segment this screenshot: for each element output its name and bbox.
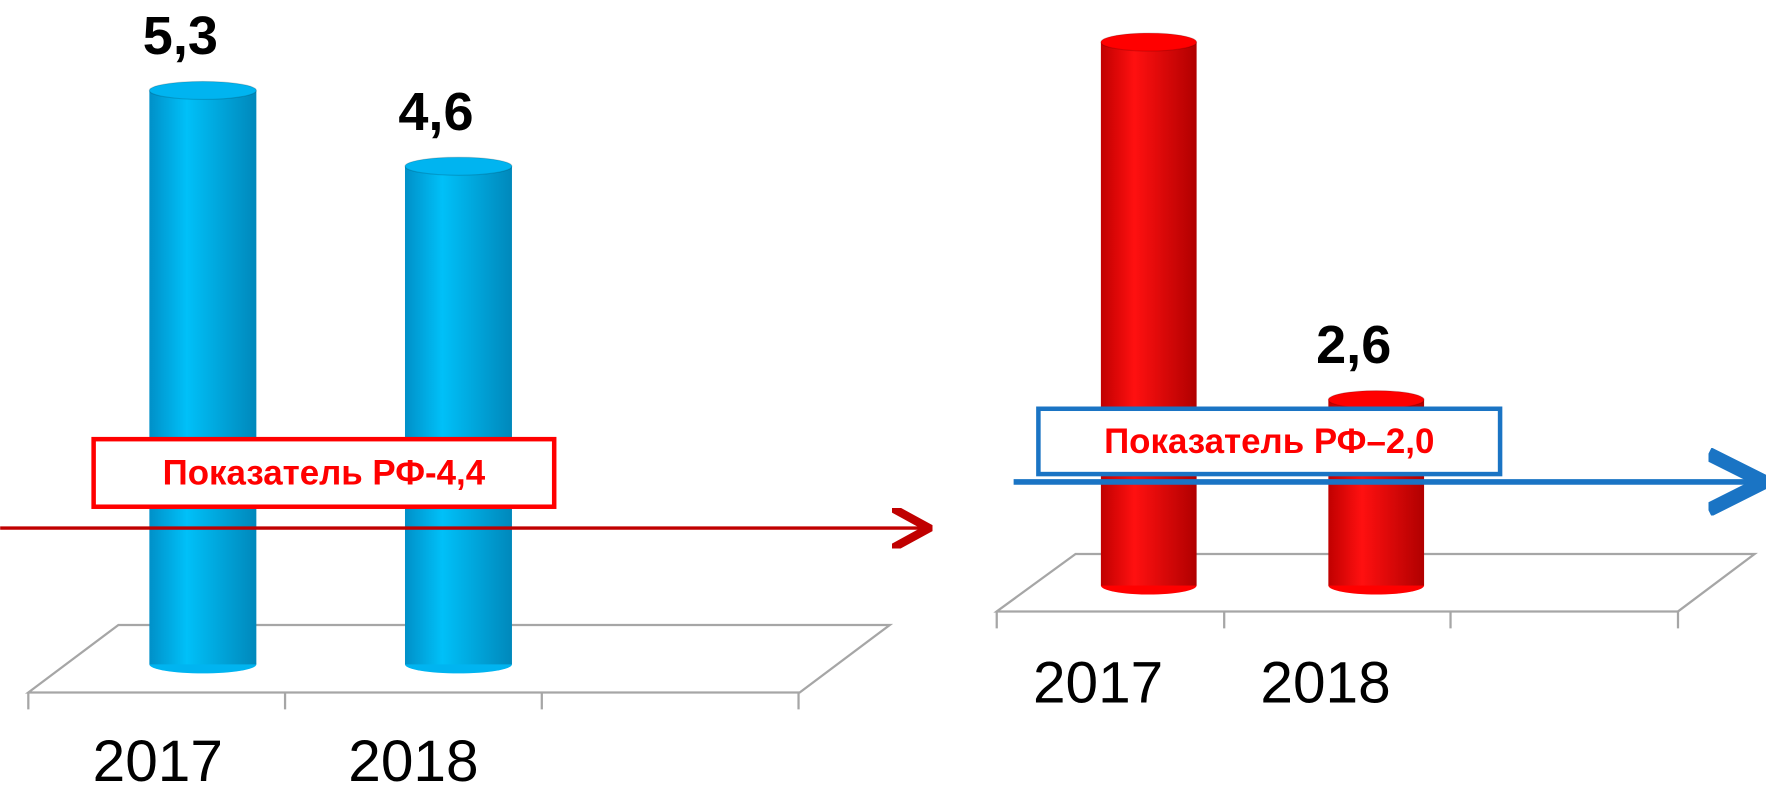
value-label: 2,6	[1316, 315, 1391, 375]
x-tick-label: 2018	[1260, 650, 1390, 715]
bar-cap	[1327, 390, 1425, 410]
floor	[24, 552, 1758, 710]
bar	[404, 166, 512, 665]
bar-cap	[1100, 32, 1198, 52]
value-label: 4,6	[398, 82, 473, 142]
annotation: Показатель РФ-4,4	[163, 453, 486, 492]
bar	[1100, 42, 1197, 586]
bar-cap	[404, 156, 513, 176]
x-tick-label: 2017	[93, 729, 223, 794]
annotation-box	[91, 436, 557, 509]
bar	[149, 90, 257, 665]
annotation: Показатель РФ–2,0	[1104, 422, 1434, 461]
annotation-box	[1036, 406, 1503, 477]
x-tick-label: 2018	[348, 729, 478, 794]
x-tick-label: 2017	[1033, 650, 1163, 715]
value-label: 5,3	[143, 6, 218, 66]
bar-cap	[148, 80, 257, 101]
